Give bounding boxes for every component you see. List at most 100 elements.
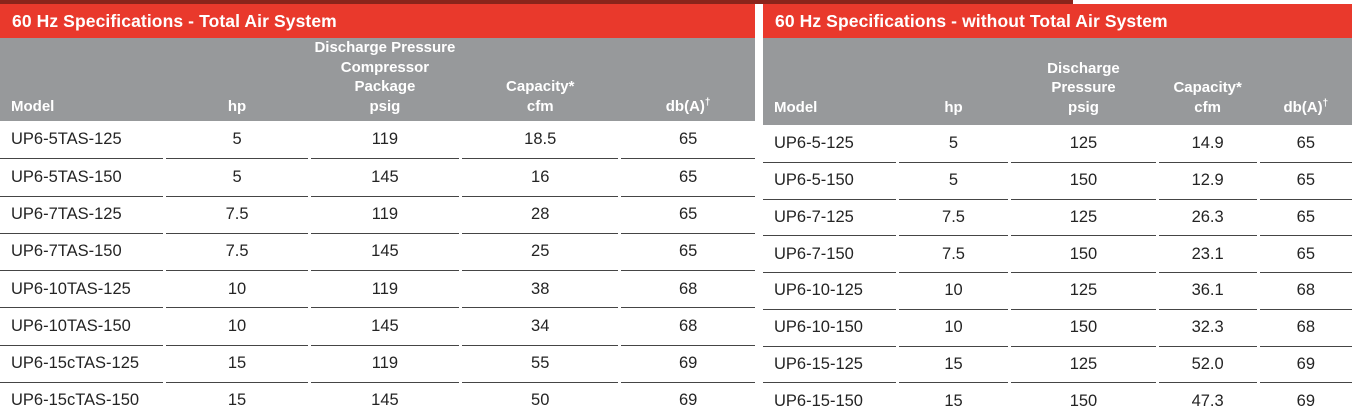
table-row: UP6-15-150 15 150 47.3 69: [763, 382, 1352, 419]
db-cell: 65: [1259, 161, 1352, 199]
db-cell: 65: [621, 232, 755, 270]
table-row: UP6-7TAS-125 7.5 119 28 65: [0, 195, 755, 233]
header-line: Compressor Package: [340, 58, 430, 96]
db-cell: 65: [621, 195, 755, 233]
model-cell: UP6-5-150: [763, 161, 896, 199]
db-cell: 68: [621, 307, 755, 344]
model-cell: UP6-10-125: [763, 272, 896, 309]
hp-cell: 5: [166, 158, 308, 195]
cfm-cell: 36.1: [1158, 272, 1257, 309]
tas-table-body: UP6-5TAS-125 5 119 18.5 65 UP6-5TAS-150 …: [0, 121, 755, 419]
header-line: Pressure: [1051, 79, 1116, 96]
model-cell: UP6-15cTAS-150: [0, 381, 164, 419]
column-header-db: db(A)†: [1283, 97, 1329, 116]
hp-cell: 7.5: [166, 232, 308, 270]
table-row: UP6-10-125 10 125 36.1 68: [763, 272, 1352, 309]
header-line: cfm: [526, 97, 554, 115]
hp-cell: 7.5: [898, 198, 1009, 236]
hp-cell: 15: [898, 345, 1009, 383]
hp-cell: 15: [166, 344, 308, 382]
psig-cell: 119: [310, 195, 460, 233]
psig-cell: 145: [310, 232, 460, 270]
cfm-cell: 16: [462, 158, 619, 195]
column-header-hp: hp: [944, 98, 963, 116]
column-header-discharge-pressure: Discharge Pressure Compressor Package ps…: [311, 38, 460, 116]
cfm-cell: 28: [462, 195, 619, 233]
table-row: UP6-5TAS-150 5 145 16 65: [0, 158, 755, 195]
table-row: UP6-7-150 7.5 150 23.1 65: [763, 235, 1352, 272]
column-header-hp: hp: [227, 97, 247, 115]
table-row: UP6-10-150 10 150 32.3 68: [763, 308, 1352, 346]
model-cell: UP6-7-125: [763, 198, 896, 236]
psig-cell: 119: [371, 130, 399, 149]
header-line: cfm: [1194, 98, 1221, 116]
tas-table-title: 60 Hz Specifications - Total Air System: [0, 4, 755, 38]
model-cell: UP6-10-150: [763, 308, 896, 346]
header-line: Capacity*: [506, 78, 575, 95]
hp-cell: 15: [898, 382, 1009, 419]
cfm-cell: 14.9: [1191, 133, 1224, 152]
model-cell: UP6-10TAS-125: [0, 270, 164, 307]
column-header-discharge-pressure: Discharge Pressure psig: [1011, 59, 1155, 118]
db-cell: 65: [621, 158, 755, 195]
model-cell: UP6-5-125: [774, 133, 854, 152]
table-row: UP6-5-150 5 150 12.9 65: [763, 161, 1352, 199]
psig-cell: 119: [310, 344, 460, 382]
model-cell: UP6-10TAS-150: [0, 307, 164, 344]
table-row: UP6-7-125 7.5 125 26.3 65: [763, 198, 1352, 236]
hp-cell: 10: [166, 307, 308, 344]
header-line: psig: [369, 97, 401, 115]
hp-cell: 7.5: [898, 235, 1009, 272]
model-cell: UP6-7TAS-125: [0, 195, 164, 233]
model-cell: UP6-5TAS-125: [11, 130, 122, 149]
table-row: UP6-15cTAS-125 15 119 55 69: [0, 344, 755, 382]
cfm-cell: 25: [462, 232, 619, 270]
psig-cell: 125: [1011, 198, 1156, 236]
hp-cell: 10: [898, 308, 1009, 346]
cfm-cell: 26.3: [1158, 198, 1257, 236]
psig-cell: 150: [1011, 235, 1156, 272]
cfm-cell: 47.3: [1158, 382, 1257, 419]
psig-cell: 125: [1069, 133, 1098, 152]
header-line: Capacity*: [1173, 79, 1242, 96]
cfm-cell: 50: [462, 381, 619, 419]
db-cell: 69: [1259, 382, 1352, 419]
db-cell: 65: [1259, 198, 1352, 236]
column-header-capacity: Capacity* cfm: [462, 77, 618, 116]
tas-spec-table: 60 Hz Specifications - Total Air System …: [0, 4, 755, 419]
hp-cell: 5: [948, 133, 959, 152]
cfm-cell: 12.9: [1158, 161, 1257, 199]
psig-cell: 145: [310, 158, 460, 195]
column-header-model: Model: [774, 98, 818, 116]
table-row: UP6-5-125 5 125 14.9 65: [763, 125, 1352, 162]
dagger-footnote-marker: †: [704, 96, 711, 108]
column-header-capacity: Capacity* cfm: [1159, 78, 1257, 117]
cfm-cell: 38: [462, 270, 619, 307]
column-header-db: db(A)†: [665, 96, 711, 115]
table-row: UP6-10TAS-150 10 145 34 68: [0, 307, 755, 344]
cfm-cell: 52.0: [1158, 345, 1257, 383]
column-header-model: Model: [11, 97, 55, 115]
table-row: UP6-15cTAS-150 15 145 50 69: [0, 381, 755, 419]
table-row: UP6-5TAS-125 5 119 18.5 65: [0, 121, 755, 158]
db-cell: 68: [621, 270, 755, 307]
hp-cell: 15: [166, 381, 308, 419]
header-line: Discharge: [1047, 59, 1120, 77]
db-cell: 65: [1296, 133, 1315, 152]
model-cell: UP6-7TAS-150: [0, 232, 164, 270]
model-cell: UP6-5TAS-150: [0, 158, 164, 195]
psig-cell: 125: [1011, 272, 1156, 309]
db-cell: 68: [1259, 272, 1352, 309]
tas-table-header-row: Model hp Discharge Pressure Compressor P…: [0, 38, 755, 121]
non-tas-table-header-row: Model hp Discharge Pressure psig Capacit…: [763, 38, 1352, 125]
model-cell: UP6-15cTAS-125: [0, 344, 164, 382]
hp-cell: 10: [166, 270, 308, 307]
photo-edge-strip: [0, 0, 1073, 4]
hp-cell: 5: [232, 130, 242, 149]
hp-cell: 10: [898, 272, 1009, 309]
dagger-footnote-marker: †: [1322, 97, 1329, 109]
table-row: UP6-7TAS-150 7.5 145 25 65: [0, 232, 755, 270]
db-cell: 69: [621, 344, 755, 382]
db-cell: 68: [1259, 308, 1352, 346]
